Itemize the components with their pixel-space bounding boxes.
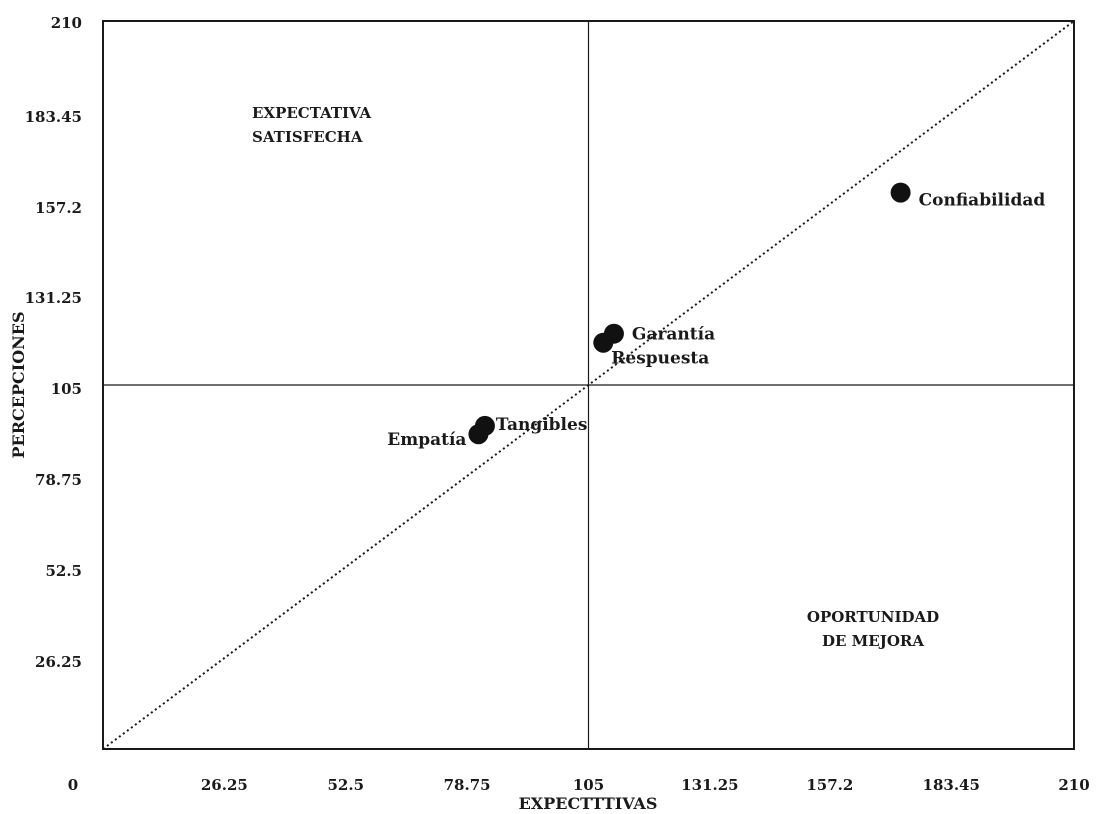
quadrant-label-line: EXPECTATIVA xyxy=(252,104,372,122)
x-tick-label: 157.2 xyxy=(806,776,853,794)
x-tick-label: 131.25 xyxy=(681,776,738,794)
data-point-label: Garantía xyxy=(632,325,715,345)
quadrant-label-line: DE MEJORA xyxy=(822,632,924,650)
data-point xyxy=(468,424,489,445)
y-tick-label: 105 xyxy=(51,380,82,398)
quadrant-label-oportunidad-de-mejora: OPORTUNIDAD DE MEJORA xyxy=(807,608,939,650)
y-axis-title: PERCEPCIONES xyxy=(9,311,28,458)
x-tick-label: 210 xyxy=(1058,776,1089,794)
data-point-label: Confiabilidad xyxy=(919,191,1046,211)
x-tick-label: 105 xyxy=(573,776,604,794)
quadrant-label-expectativa-satisfecha: EXPECTATIVA SATISFECHA xyxy=(252,104,372,146)
data-points: Confiabilidad Garantía Respuesta Tangibles E… xyxy=(387,182,1046,450)
quadrant-label-line: SATISFECHA xyxy=(252,128,363,146)
y-tick-label: 52.5 xyxy=(45,562,82,580)
y-tick-label: 131.25 xyxy=(25,289,82,307)
quadrant-label-line: OPORTUNIDAD xyxy=(807,608,939,626)
data-point-label: Tangibles xyxy=(496,415,587,435)
y-tick-label: 26.25 xyxy=(35,653,82,671)
data-point xyxy=(593,332,614,353)
x-tick-label: 0 xyxy=(68,776,78,794)
x-axis-title: EXPECTTTIVAS xyxy=(519,794,658,813)
y-tick-label: 78.75 xyxy=(35,471,82,489)
y-tick-label: 210 xyxy=(51,14,82,32)
data-point xyxy=(890,182,911,203)
y-tick-label: 183.45 xyxy=(25,108,82,126)
data-point-label: Empatía xyxy=(387,430,466,450)
x-axis-ticks: 0 26.25 52.5 78.75 105 131.25 157.2 183.45 210 xyxy=(68,776,1090,794)
x-tick-label: 52.5 xyxy=(327,776,364,794)
y-axis-ticks: 26.25 52.5 78.75 105 131.25 157.2 183.45 210 xyxy=(25,14,82,671)
x-tick-label: 183.45 xyxy=(923,776,980,794)
x-tick-label: 78.75 xyxy=(444,776,491,794)
y-tick-label: 157.2 xyxy=(35,199,82,217)
reference-diagonal-line xyxy=(102,20,1075,750)
data-point-label: Respuesta xyxy=(611,349,709,369)
x-tick-label: 26.25 xyxy=(201,776,248,794)
